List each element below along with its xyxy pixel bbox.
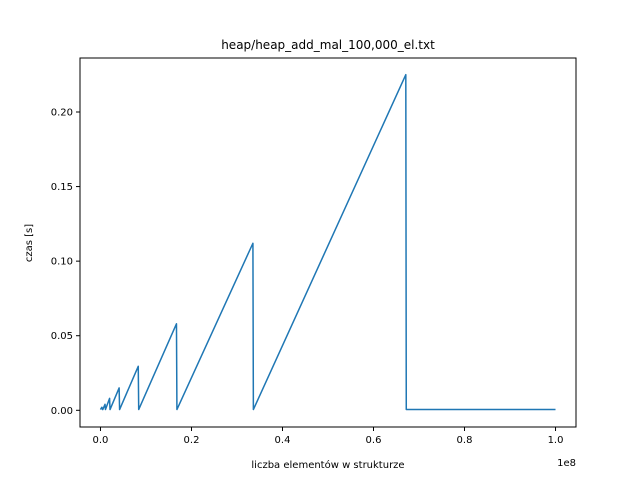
- x-tick-label: 0.2: [184, 435, 200, 446]
- y-tick-label: 0.15: [51, 182, 73, 193]
- y-axis-label: czas [s]: [24, 224, 35, 262]
- y-tick-label: 0.00: [51, 406, 73, 417]
- x-tick-label: 0.4: [275, 435, 291, 446]
- chart-title: heap/heap_add_mal_100,000_el.txt: [221, 38, 435, 52]
- y-axis: 0.00 0.05 0.10 0.15 0.20: [51, 107, 80, 417]
- x-axis-label: liczba elementów w strukturze: [251, 459, 404, 471]
- series-line-0: [99, 73, 556, 411]
- plot-frame: [79, 57, 577, 428]
- series-layer: [99, 73, 556, 411]
- y-tick-label: 0.05: [51, 331, 73, 342]
- x-tick-label: 0.0: [93, 435, 109, 446]
- y-tick-label: 0.20: [51, 107, 73, 118]
- x-tick-label: 1.0: [548, 435, 564, 446]
- x-offset-label: 1e8: [557, 458, 576, 469]
- x-tick-label: 0.8: [457, 435, 473, 446]
- x-tick-label: 0.6: [366, 435, 382, 446]
- x-axis: 0.0 0.2 0.4 0.6 0.8 1.0: [93, 427, 564, 446]
- y-tick-label: 0.10: [51, 257, 73, 268]
